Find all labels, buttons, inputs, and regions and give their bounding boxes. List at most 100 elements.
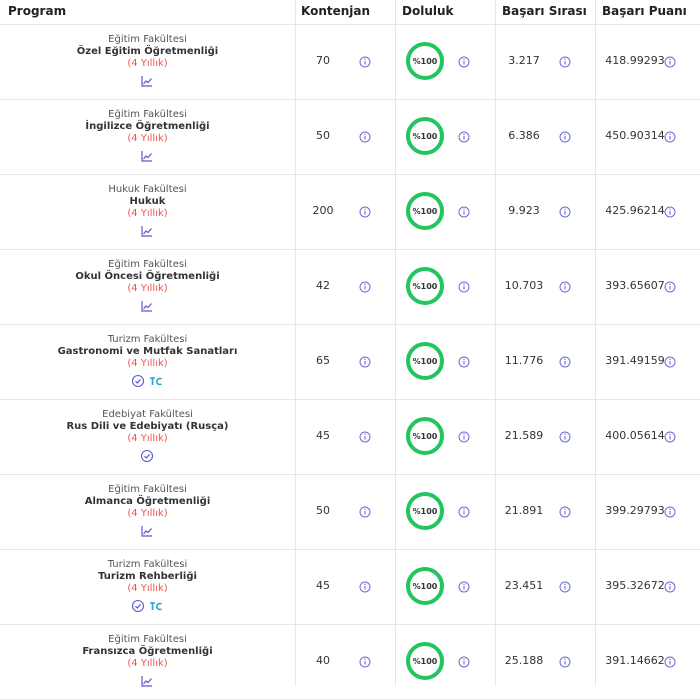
row-border (0, 99, 700, 100)
info-icon[interactable] (663, 204, 677, 218)
duration: (4 Yıllık) (127, 508, 168, 519)
fill-rate: %100 (406, 567, 444, 605)
faculty: Edebiyat Fakültesi (102, 409, 193, 420)
info-icon[interactable] (457, 129, 471, 143)
quota: 42 (316, 279, 330, 292)
fill-rate: %100 (406, 642, 444, 680)
info-icon[interactable] (663, 54, 677, 68)
info-icon[interactable] (558, 354, 572, 368)
success-score: 418.99293 (605, 54, 665, 67)
column-header: Kontenjan (301, 4, 371, 18)
faculty: Eğitim Fakültesi (108, 484, 187, 495)
success-rank: 3.217 (508, 54, 540, 67)
info-icon[interactable] (457, 54, 471, 68)
faculty: Eğitim Fakültesi (108, 634, 187, 645)
row-border (0, 549, 700, 550)
chart-icon[interactable] (140, 223, 154, 237)
check-icon[interactable] (131, 373, 145, 388)
info-icon[interactable] (558, 504, 572, 518)
success-rank: 6.386 (508, 129, 540, 142)
info-icon[interactable] (663, 429, 677, 443)
quota: 45 (316, 579, 330, 592)
duration: (4 Yıllık) (127, 283, 168, 294)
quota: 50 (316, 504, 330, 517)
info-icon[interactable] (663, 504, 677, 518)
column-header: Program (8, 4, 67, 18)
success-rank: 25.188 (504, 654, 544, 667)
program-name: Okul Öncesi Öğretmenliği (75, 271, 220, 282)
success-rank: 10.703 (504, 279, 544, 292)
tc-icon[interactable] (149, 598, 163, 612)
success-score: 450.90314 (605, 129, 665, 142)
info-icon[interactable] (358, 429, 372, 443)
faculty: Eğitim Fakültesi (108, 259, 187, 270)
success-score: 391.49159 (605, 354, 665, 367)
success-rank: 21.589 (504, 429, 544, 442)
program-name: Hukuk (129, 196, 166, 207)
info-icon[interactable] (457, 654, 471, 668)
chart-icon[interactable] (140, 298, 154, 312)
info-icon[interactable] (358, 579, 372, 593)
col-border (495, 0, 496, 686)
info-icon[interactable] (358, 654, 372, 668)
info-icon[interactable] (457, 279, 471, 293)
quota: 45 (316, 429, 330, 442)
chart-icon[interactable] (140, 148, 154, 162)
duration: (4 Yıllık) (127, 358, 168, 369)
info-icon[interactable] (558, 279, 572, 293)
tc-icon[interactable] (149, 373, 163, 387)
info-icon[interactable] (457, 354, 471, 368)
chart-icon[interactable] (140, 73, 154, 87)
check-icon[interactable] (131, 598, 145, 613)
duration: (4 Yıllık) (127, 58, 168, 69)
column-header: Başarı Puanı (602, 4, 687, 18)
info-icon[interactable] (457, 204, 471, 218)
info-icon[interactable] (663, 579, 677, 593)
info-icon[interactable] (358, 204, 372, 218)
info-icon[interactable] (663, 354, 677, 368)
info-icon[interactable] (457, 429, 471, 443)
info-icon[interactable] (558, 54, 572, 68)
info-icon[interactable] (358, 504, 372, 518)
info-icon[interactable] (358, 129, 372, 143)
chart-icon[interactable] (140, 523, 154, 537)
info-icon[interactable] (358, 54, 372, 68)
row-border (0, 624, 700, 625)
row-border (0, 474, 700, 475)
info-icon[interactable] (558, 429, 572, 443)
faculty: Hukuk Fakültesi (108, 184, 187, 195)
info-icon[interactable] (457, 504, 471, 518)
col-border (395, 0, 396, 686)
fill-rate: %100 (406, 117, 444, 155)
success-rank: 23.451 (504, 579, 544, 592)
chart-icon[interactable] (140, 673, 154, 687)
info-icon[interactable] (358, 354, 372, 368)
info-icon[interactable] (558, 654, 572, 668)
duration: (4 Yıllık) (127, 433, 168, 444)
row-border (0, 174, 700, 175)
faculty: Eğitim Fakültesi (108, 34, 187, 45)
info-icon[interactable] (358, 279, 372, 293)
col-border (295, 0, 296, 686)
info-icon[interactable] (663, 129, 677, 143)
col-border (595, 0, 596, 686)
fill-rate: %100 (406, 267, 444, 305)
fill-rate: %100 (406, 492, 444, 530)
info-icon[interactable] (663, 279, 677, 293)
info-icon[interactable] (457, 579, 471, 593)
program-name: Gastronomi ve Mutfak Sanatları (57, 346, 238, 357)
program-name: Rus Dili ve Edebiyatı (Rusça) (66, 421, 229, 432)
success-rank: 11.776 (504, 354, 544, 367)
program-name: Almanca Öğretmenliği (84, 496, 211, 507)
info-icon[interactable] (558, 579, 572, 593)
check-icon[interactable] (140, 448, 154, 463)
program-name: Özel Eğitim Öğretmenliği (76, 46, 219, 57)
fill-rate: %100 (406, 417, 444, 455)
quota: 50 (316, 129, 330, 142)
info-icon[interactable] (663, 654, 677, 668)
info-icon[interactable] (558, 204, 572, 218)
program-name: Turizm Rehberliği (98, 571, 197, 582)
duration: (4 Yıllık) (127, 658, 168, 669)
info-icon[interactable] (558, 129, 572, 143)
